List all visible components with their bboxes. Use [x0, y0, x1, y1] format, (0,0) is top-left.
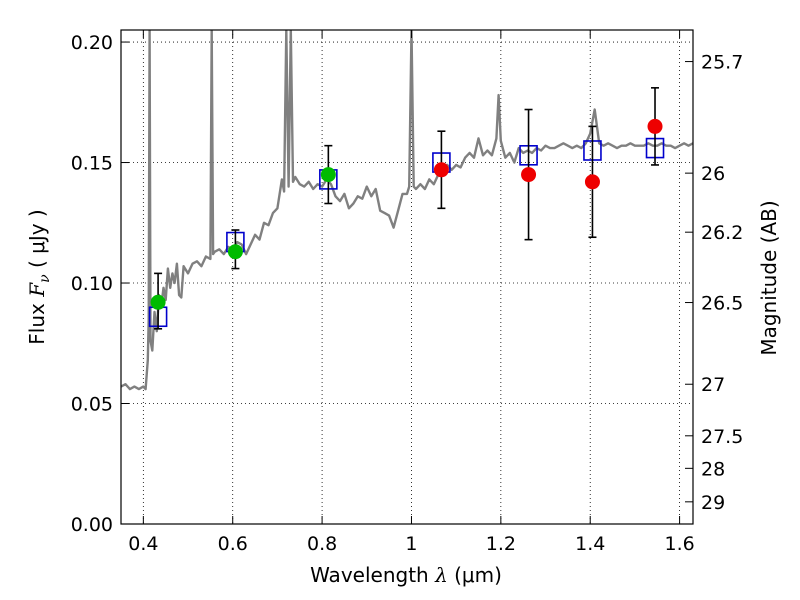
x-tick-label: 0.6: [218, 533, 248, 555]
y-tick-label: 0.00: [71, 514, 113, 536]
observed-point-red: [433, 162, 449, 178]
x-tick-label: 1.6: [664, 533, 694, 555]
y2-tick-label: 25.7: [701, 52, 743, 74]
observed-point-green: [320, 167, 336, 183]
y2-tick-label: 28: [701, 458, 725, 480]
y2-axis-label: Magnitude (AB): [757, 200, 781, 355]
y-tick-label: 0.10: [71, 273, 113, 295]
observed-point-red: [647, 118, 663, 134]
x-tick-label: 0.4: [128, 533, 158, 555]
x-axis-label: Wavelength λ (μm): [310, 563, 502, 587]
y2-tick-label: 26: [701, 163, 725, 185]
y2-tick-label: 27.5: [701, 426, 743, 448]
x-tick-label: 1.4: [575, 533, 605, 555]
y2-tick-label: 26.5: [701, 293, 743, 315]
x-tick-label: 1: [405, 533, 417, 555]
y2-tick-label: 27: [701, 374, 725, 396]
y2-tick-label: 29: [701, 492, 725, 514]
y-axis-label: Flux Fν ( μJy ): [25, 209, 53, 344]
y-tick-label: 0.05: [71, 394, 113, 416]
observed-point-red: [584, 174, 600, 190]
x-tick-label: 1.2: [486, 533, 516, 555]
plot-frame: [120, 29, 694, 525]
axis-ticks: 0.4 0.6 0.8 1 1.2 1.4 1.6 0.00 0.05 0.10 0.15 0.20 2…: [71, 30, 743, 555]
y-tick-label: 0.15: [71, 153, 113, 175]
observed-point-red: [521, 167, 537, 183]
plot-area: [121, 30, 693, 391]
y-tick-label: 0.20: [71, 32, 113, 54]
y2-tick-label: 26.2: [701, 222, 743, 244]
x-tick-label: 0.8: [307, 533, 337, 555]
observed-point-green: [227, 244, 243, 260]
observed-point-green: [150, 294, 166, 310]
